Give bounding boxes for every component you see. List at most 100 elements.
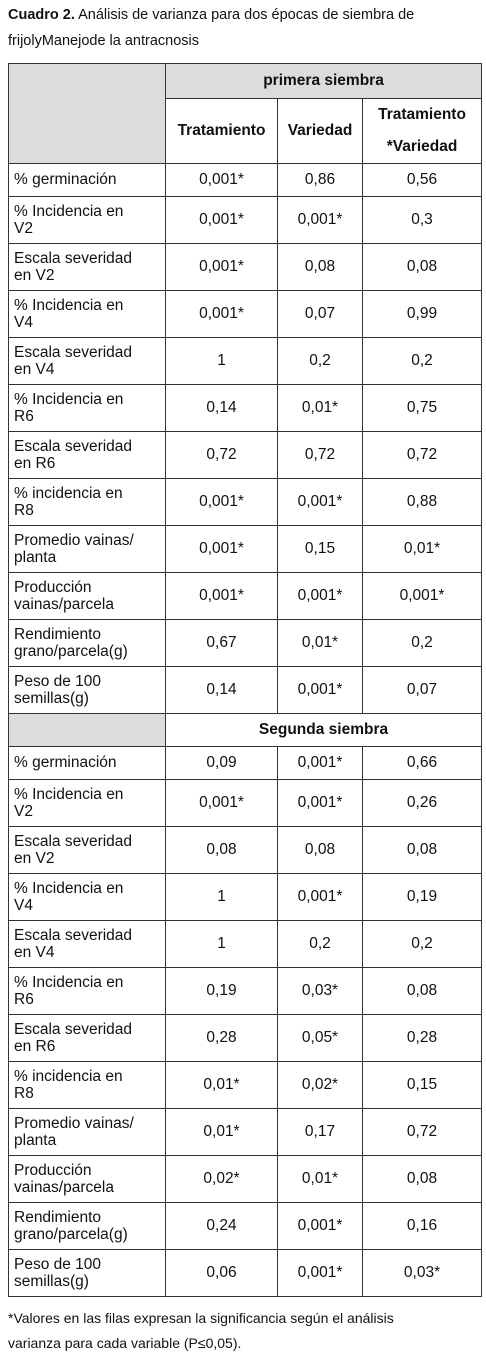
caption: Cuadro 2. Análisis de varianza para dos … — [8, 2, 448, 54]
row-label: Escala severidad en R6 — [8, 431, 166, 479]
data-row: Escala severidad en R6 0,28 0,05* 0,28 — [8, 1014, 483, 1062]
row-label: % Incidencia en R6 — [8, 967, 166, 1015]
column-header: Tratamiento — [361, 98, 483, 131]
cell-value: 1 — [165, 920, 278, 968]
cell-value: 0,24 — [165, 1202, 278, 1250]
anova-table: primera siembra Tratamiento Variedad Tra… — [8, 63, 483, 1297]
cell-value: 0,15 — [277, 525, 363, 573]
cell-value: 0,2 — [361, 619, 483, 667]
row-label: % Incidencia en V2 — [8, 196, 166, 244]
cell-value: 0,86 — [277, 163, 363, 197]
cell-value: 0,08 — [165, 826, 278, 874]
data-row: % Incidencia en V2 0,001* 0,001* 0,3 — [8, 196, 483, 244]
cell-value: 0,001* — [277, 1202, 363, 1250]
row-label: Rendimiento grano/parcela(g) — [8, 619, 166, 667]
cell-value: 0,01* — [277, 1155, 363, 1203]
cell-value: 0,001* — [165, 779, 278, 827]
data-row: Peso de 100 semillas(g) 0,06 0,001* 0,03* — [8, 1249, 483, 1297]
cell-value: 0,67 — [165, 619, 278, 667]
cell-value: 0,2 — [361, 337, 483, 385]
row-label: % incidencia en R8 — [8, 478, 166, 526]
data-row: % Incidencia en V2 0,001* 0,001* 0,26 — [8, 779, 483, 827]
cell-value: 0,08 — [361, 967, 483, 1015]
data-row: Escala severidad en V2 0,08 0,08 0,08 — [8, 826, 483, 874]
cell-value: 0,2 — [361, 920, 483, 968]
row-label: % germinación — [8, 746, 166, 780]
data-row: % incidencia en R8 0,001* 0,001* 0,88 — [8, 478, 483, 526]
cell-value: 0,08 — [361, 826, 483, 874]
cell-value: 0,001* — [277, 873, 363, 921]
caption-text: Análisis de varianza para dos épocas de … — [8, 7, 415, 49]
data-row: Producción vainas/parcela 0,02* 0,01* 0,08 — [8, 1155, 483, 1203]
data-row: % germinación 0,001* 0,86 0,56 — [8, 163, 483, 197]
cell-value: 0,75 — [361, 384, 483, 432]
cell-value: 0,001* — [165, 478, 278, 526]
cell-value: 0,16 — [361, 1202, 483, 1250]
cell-value: 0,001* — [277, 666, 363, 714]
cell-value: 0,06 — [165, 1249, 278, 1297]
cell-value: 0,66 — [361, 746, 483, 780]
row-label: Promedio vainas/ planta — [8, 525, 166, 573]
group-header: primera siembra — [164, 63, 483, 99]
table-head: primera siembra Tratamiento Variedad Tra… — [8, 63, 483, 164]
cell-value: 0,001* — [165, 525, 278, 573]
cell-value: 0,001* — [277, 196, 363, 244]
data-row: Producción vainas/parcela 0,001* 0,001* 0,0… — [8, 572, 483, 620]
row-label: Peso de 100 semillas(g) — [8, 666, 166, 714]
cell-value: 0,72 — [361, 1108, 483, 1156]
caption-label: Cuadro 2. — [8, 7, 75, 23]
data-row: Promedio vainas/ planta 0,001* 0,15 0,01* — [8, 525, 483, 573]
data-row: Promedio vainas/ planta 0,01* 0,17 0,72 — [8, 1108, 483, 1156]
data-row: Peso de 100 semillas(g) 0,14 0,001* 0,07 — [8, 666, 483, 714]
row-label: Producción vainas/parcela — [8, 572, 166, 620]
cell-value: 0,08 — [277, 243, 363, 291]
cell-value: 0,14 — [165, 666, 278, 714]
cell-value: 0,02* — [165, 1155, 278, 1203]
row-label: % Incidencia en R6 — [8, 384, 166, 432]
cell-value: 0,05* — [277, 1014, 363, 1062]
column-header: Variedad — [277, 98, 363, 164]
cell-value: 0,01* — [165, 1061, 278, 1109]
cell-value: 0,001* — [165, 163, 278, 197]
cell-value: 0,08 — [361, 1155, 483, 1203]
cell-value: 0,01* — [277, 384, 363, 432]
cell-value: 0,09 — [165, 746, 278, 780]
column-header: *Variedad — [361, 130, 483, 164]
cell-value: 0,001* — [277, 779, 363, 827]
cell-value: 1 — [165, 337, 278, 385]
row-label: Promedio vainas/ planta — [8, 1108, 166, 1156]
cell-value: 0,08 — [277, 826, 363, 874]
cell-value: 0,2 — [277, 920, 363, 968]
row-label: % incidencia en R8 — [8, 1061, 166, 1109]
cell-value: 0,08 — [361, 243, 483, 291]
cell-value: 0,2 — [277, 337, 363, 385]
cell-value: 0,001* — [277, 746, 363, 780]
row-label: Escala severidad en R6 — [8, 1014, 166, 1062]
cell-value: 0,88 — [361, 478, 483, 526]
cell-value: 0,001* — [277, 1249, 363, 1297]
cell-value: 0,001* — [165, 243, 278, 291]
cell-value: 0,01* — [361, 525, 483, 573]
cell-value: 0,3 — [361, 196, 483, 244]
row-label: % germinación — [8, 163, 166, 197]
cell-value: 0,001* — [277, 478, 363, 526]
cell-value: 0,17 — [277, 1108, 363, 1156]
cell-value: 0,001* — [165, 196, 278, 244]
data-row: % germinación 0,09 0,001* 0,66 — [8, 746, 483, 780]
row-label: Escala severidad en V2 — [8, 243, 166, 291]
data-row: Rendimiento grano/parcela(g) 0,24 0,001* 0,… — [8, 1202, 483, 1250]
data-row: Escala severidad en R6 0,72 0,72 0,72 — [8, 431, 483, 479]
cell-value: 0,07 — [361, 666, 483, 714]
cell-value: 0,001* — [277, 572, 363, 620]
cell-value: 0,28 — [361, 1014, 483, 1062]
cell-value: 0,03* — [361, 1249, 483, 1297]
cell-value: 0,72 — [165, 431, 278, 479]
cell-value: 0,72 — [277, 431, 363, 479]
data-row: % Incidencia en R6 0,14 0,01* 0,75 — [8, 384, 483, 432]
section-row: Segunda siembra — [8, 713, 483, 747]
cell-value: 0,001* — [165, 572, 278, 620]
cell-value: 0,02* — [277, 1061, 363, 1109]
cell-value: 0,14 — [165, 384, 278, 432]
row-label: % Incidencia en V4 — [8, 873, 166, 921]
cell-value: 0,001* — [165, 290, 278, 338]
